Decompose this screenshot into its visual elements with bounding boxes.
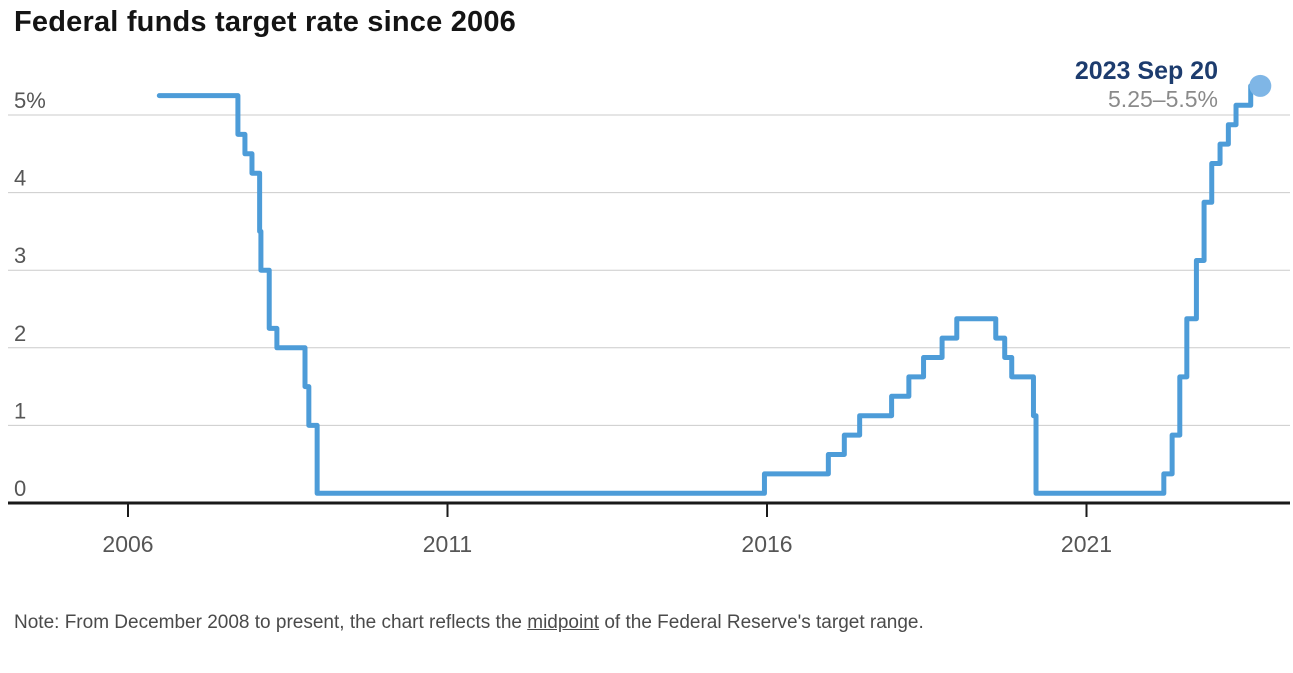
x-axis-label: 2021 [1061,531,1112,557]
y-axis-label: 5% [14,88,46,113]
y-axis-label: 0 [14,476,26,501]
y-axis-label: 2 [14,321,26,346]
annotation-date: 2023 Sep 20 [1074,57,1218,85]
note-text-suffix: of the Federal Reserve's target range. [599,612,924,633]
note-text-prefix: Note: From December 2008 to present, the… [14,612,528,633]
x-axis-label: 2011 [423,531,472,557]
latest-point-annotation: 2023 Sep 20 5.25–5.5% [1075,57,1218,112]
y-axis-label: 3 [14,243,26,268]
rate-step-plot: 5% 4 3 2 1 0 2006 2011 2016 2021 [8,74,1290,557]
y-axis-label: 1 [14,398,26,423]
chart-note: Note: From December 2008 to present, the… [14,607,959,638]
y-axis-label: 4 [14,166,26,191]
annotation-rate-range: 5.25–5.5% [1108,85,1218,112]
rate-step-line [156,83,1263,496]
note-text-underlined: midpoint [527,612,600,633]
latest-point-dot [1249,74,1272,97]
chart-title: Federal funds target rate since 2006 [14,6,517,38]
x-axis-label: 2016 [741,531,792,557]
x-axis-label: 2006 [102,531,153,557]
